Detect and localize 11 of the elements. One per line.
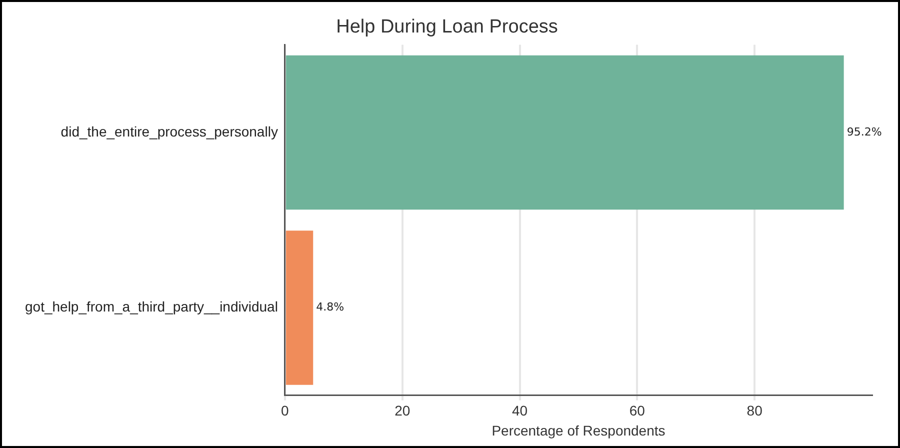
y-tick-label: did_the_entire_process_personally [60,123,278,140]
x-axis-title: Percentage of Respondents [492,422,666,438]
data-label: 95.2% [846,125,882,138]
x-tick-label: 40 [512,402,528,419]
chart-title: Help During Loan Process [336,16,558,38]
x-tick-label: 80 [746,402,763,419]
data-label: 4.8% [316,300,344,314]
x-tick-label: 60 [629,402,646,419]
x-tick-label: 20 [394,402,410,419]
y-tick-label: got_help_from_a_third_party__individual [24,298,278,315]
x-tick-label: 0 [281,402,290,419]
